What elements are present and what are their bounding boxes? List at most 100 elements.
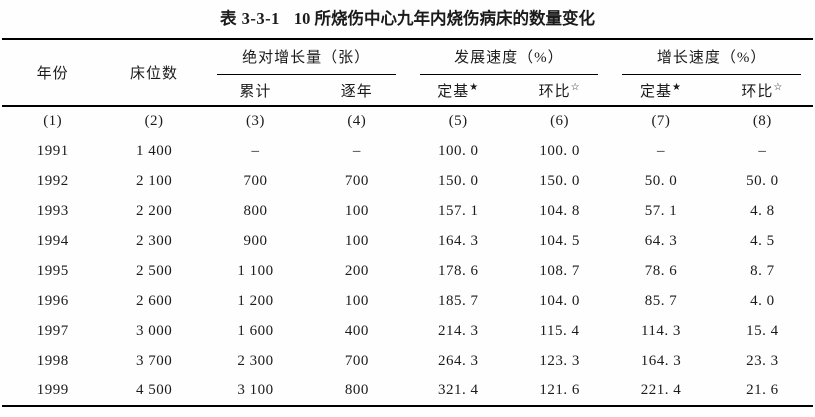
- table-cell: –: [352, 142, 361, 159]
- table-cell: 400: [344, 322, 369, 339]
- table-cell: 900: [243, 232, 268, 249]
- header-fixed-base-dev: 定基★: [407, 75, 509, 107]
- table-cell: 2 600: [135, 292, 173, 309]
- table-cell: 1995: [36, 262, 69, 279]
- table-cell: 100: [344, 202, 369, 219]
- table-cell: 15. 4: [746, 322, 779, 339]
- table-cell: 100: [344, 232, 369, 249]
- table-header: 年份 床位数 绝对增长量（张） 发展速度（%） 增长速度（%） 累计 逐年 定基…: [2, 39, 813, 107]
- data-table: 年份 床位数 绝对增长量（张） 发展速度（%） 增长速度（%） 累计 逐年 定基…: [2, 38, 813, 407]
- hollow-star-icon: ☆: [773, 81, 784, 93]
- table-cell: –: [251, 142, 260, 159]
- table-cell: 1999: [36, 382, 69, 398]
- header-chain-growth-label: 环比: [741, 83, 774, 100]
- table-cell: 2 300: [237, 352, 274, 369]
- table-cell: 100. 0: [437, 142, 479, 159]
- header-cumulative-label: 累计: [239, 83, 272, 100]
- header-chain-dev-label: 环比: [538, 83, 571, 100]
- header-group-development-speed: 发展速度（%）: [408, 39, 611, 75]
- header-fixed-base-growth-label: 定基: [639, 83, 672, 100]
- table-cell: 100. 0: [539, 142, 580, 159]
- table-row: 1993 2 200 800 100 157. 1 104. 8 57. 1 4…: [2, 196, 813, 226]
- table-cell: 23. 3: [746, 352, 779, 369]
- table-cell: 3 700: [135, 352, 173, 369]
- column-number: (2): [144, 113, 164, 129]
- table-cell: 108. 7: [539, 262, 580, 279]
- column-number-row: (1) (2) (3) (4) (5) (6) (7) (8): [2, 106, 813, 136]
- table-cell: –: [656, 142, 665, 159]
- table-cell: 78. 6: [644, 262, 678, 279]
- header-group-absolute-growth: 绝对增长量（张）: [205, 39, 408, 75]
- table-cell: 85. 7: [644, 292, 678, 309]
- header-year: 年份: [2, 39, 104, 107]
- table-cell: 104. 8: [539, 202, 580, 219]
- table-cell: 214. 3: [437, 322, 479, 339]
- table-body: (1) (2) (3) (4) (5) (6) (7) (8) 1991 1 4…: [2, 106, 813, 406]
- table-cell: 150. 0: [539, 172, 580, 189]
- table-cell: 2 300: [135, 232, 173, 249]
- table-cell: 157. 1: [437, 202, 479, 219]
- header-chain-growth: 环比☆: [711, 75, 813, 107]
- filled-star-icon: ★: [469, 81, 480, 93]
- column-number: (8): [752, 113, 772, 129]
- table-cell: 164. 3: [640, 352, 682, 369]
- table-cell: 4 500: [135, 382, 173, 398]
- header-group-absolute-growth-label: 绝对增长量（张）: [216, 40, 396, 75]
- table-row: 1997 3 000 1 600 400 214. 3 115. 4 114. …: [2, 316, 813, 346]
- table-cell: 123. 3: [539, 352, 580, 369]
- header-annual: 逐年: [306, 75, 408, 107]
- table-cell: 114. 3: [640, 322, 681, 339]
- table-cell: 1 400: [135, 142, 173, 159]
- column-number: (5): [448, 113, 468, 129]
- table-row: 1992 2 100 700 700 150. 0 150. 0 50. 0 5…: [2, 166, 813, 196]
- table-cell: 178. 6: [437, 262, 479, 279]
- table-cell: 4. 8: [750, 202, 775, 219]
- table-cell: 50. 0: [644, 172, 678, 189]
- table-cell: 104. 5: [539, 232, 580, 249]
- table-cell: 1996: [36, 292, 69, 309]
- table-cell: 321. 4: [437, 382, 479, 398]
- hollow-star-icon: ☆: [570, 81, 581, 93]
- table-cell: 1997: [36, 322, 69, 339]
- table-cell: –: [758, 142, 767, 159]
- table-cell: 700: [344, 352, 369, 369]
- filled-star-icon: ★: [671, 81, 682, 93]
- column-number: (3): [245, 113, 265, 129]
- table-cell: 200: [344, 262, 369, 279]
- table-caption: 10 所烧伤中心九年内烧伤病床的数量变化: [293, 9, 595, 28]
- column-number: (1): [43, 113, 63, 129]
- table-cell: 1 600: [237, 322, 274, 339]
- table-cell: 2 500: [135, 262, 173, 279]
- table-cell: 800: [344, 382, 369, 398]
- table-cell: 1994: [36, 232, 69, 249]
- table-cell: 3 100: [237, 382, 274, 398]
- header-group-row: 年份 床位数 绝对增长量（张） 发展速度（%） 增长速度（%）: [2, 39, 813, 107]
- table-cell: 121. 6: [539, 382, 580, 398]
- header-cumulative: 累计: [204, 75, 307, 107]
- header-group-growth-speed-label: 增长速度（%）: [622, 40, 801, 75]
- table-cell: 4. 5: [750, 232, 775, 249]
- table-row: 1994 2 300 900 100 164. 3 104. 5 64. 3 4…: [2, 226, 813, 256]
- column-number: (7): [651, 113, 671, 129]
- table-row: 1996 2 600 1 200 100 185. 7 104. 0 85. 7…: [2, 286, 813, 316]
- table-cell: 1991: [36, 142, 69, 159]
- table-cell: 164. 3: [437, 232, 479, 249]
- table-cell: 150. 0: [437, 172, 479, 189]
- table-cell: 64. 3: [644, 232, 678, 249]
- table-cell: 100: [344, 292, 369, 309]
- table-row: 1999 4 500 3 100 800 321. 4 121. 6 221. …: [2, 376, 813, 406]
- table-cell: 57. 1: [644, 202, 678, 219]
- table-cell: 8. 7: [750, 262, 775, 279]
- table-cell: 21. 6: [746, 382, 779, 398]
- header-sub-row: 累计 逐年 定基★ 环比☆ 定基★ 环比☆: [2, 75, 813, 107]
- table-cell: 2 100: [135, 172, 173, 189]
- table-cell: 4. 0: [750, 292, 775, 309]
- table-cell: 2 200: [135, 202, 173, 219]
- table-row: 1995 2 500 1 100 200 178. 6 108. 7 78. 6…: [2, 256, 813, 286]
- table-cell: 221. 4: [640, 382, 682, 398]
- header-fixed-base-dev-label: 定基: [437, 83, 470, 100]
- header-group-growth-speed: 增长速度（%）: [610, 39, 813, 75]
- table-cell: 1 200: [237, 292, 274, 309]
- column-number: (4): [347, 113, 367, 129]
